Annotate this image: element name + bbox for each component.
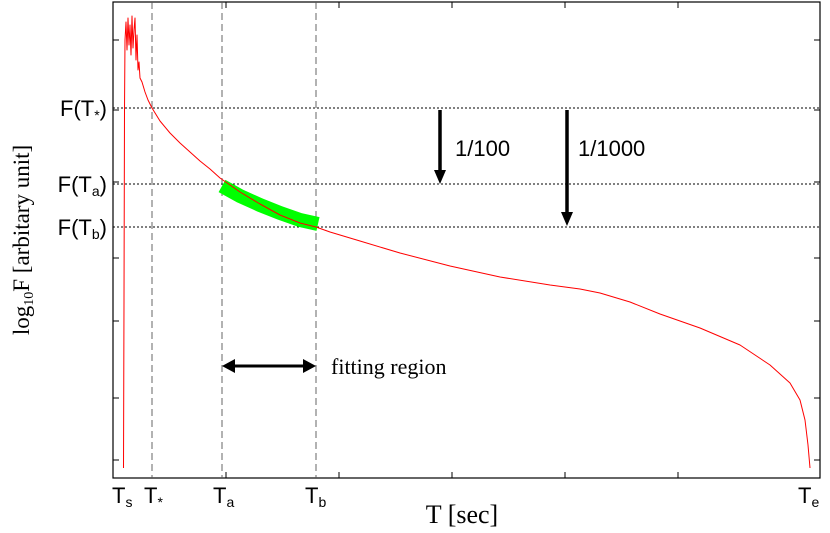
x-axis-title: T [sec] [426, 500, 498, 529]
arrow-1-1000-head [561, 212, 573, 226]
x-tick-label-tb: Tb [305, 483, 326, 510]
x-tick-label-ts: Ts [112, 483, 132, 510]
arrow-1-100-head [434, 170, 446, 184]
reference-lines [113, 2, 820, 478]
annotation-1-1000: 1/1000 [578, 136, 645, 161]
x-tick-label-ta: Ta [213, 483, 234, 510]
annotation-1-100: 1/100 [455, 136, 510, 161]
x-tick-label-te: Te [798, 483, 819, 510]
axis-ticks [113, 2, 820, 478]
fitting-region-arrow-head-left [222, 359, 235, 373]
y-level-label-tb: F(Tb) [58, 215, 107, 242]
y-axis-title: log10F [arbitary unit] [9, 145, 37, 335]
x-tick-label-tstar: T* [144, 483, 163, 510]
fitting-region-arrow-head-right [303, 359, 316, 373]
y-level-label-ta: F(Ta) [58, 172, 107, 199]
y-level-label-tstar: F(T*) [60, 96, 107, 123]
fit-band [218, 179, 320, 231]
annotation-arrows [222, 110, 573, 373]
plot-frame [112, 1, 821, 479]
series-line [123, 15, 811, 469]
annotation-fitting-region: fitting region [331, 354, 446, 379]
